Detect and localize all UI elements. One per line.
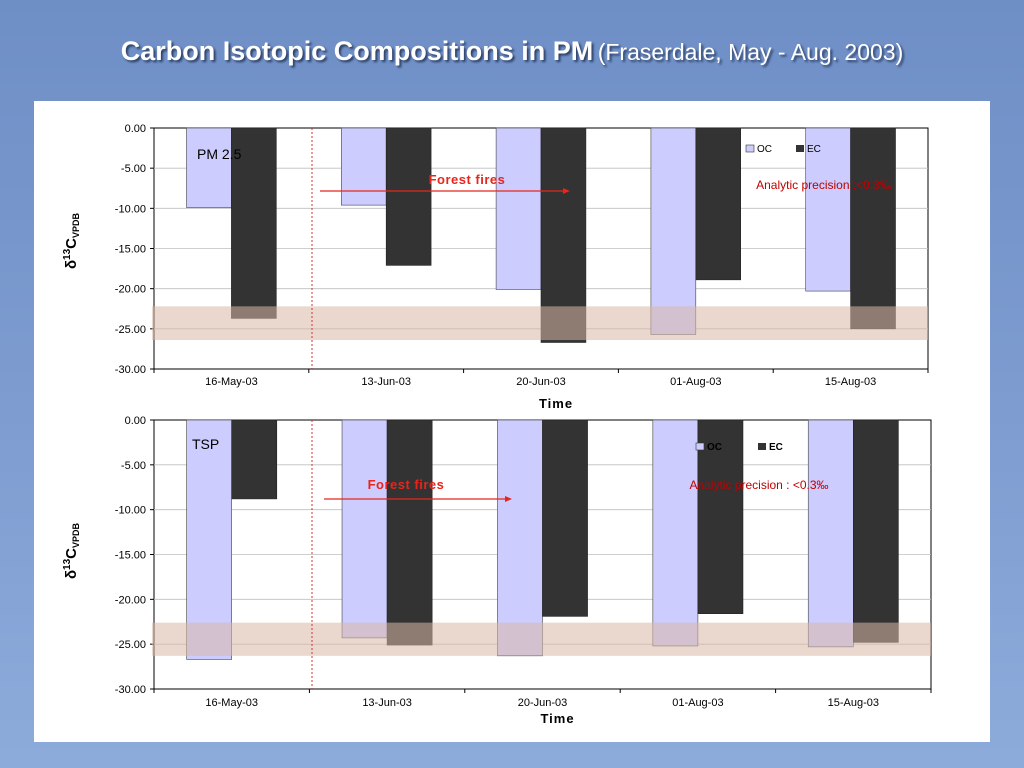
bar-oc (805, 127, 851, 292)
panel-label: TSP (192, 436, 219, 452)
bar-ec (385, 127, 432, 266)
bar-ec (850, 127, 896, 330)
y-axis-title-delta: δ (63, 570, 80, 579)
bar-ec (542, 419, 588, 617)
y-axis-title-main: C (63, 238, 80, 249)
bar-ec (852, 419, 899, 643)
legend-label-ec: EC (769, 442, 783, 453)
y-tick-label: -25.00 (115, 324, 146, 336)
y-tick-label: -5.00 (121, 460, 146, 472)
y-axis-title: δ13CVPDB (62, 522, 81, 579)
y-tick-label: -10.00 (115, 203, 146, 215)
y-tick-label: -30.00 (115, 364, 146, 376)
y-tick-label: 0.00 (125, 123, 146, 135)
y-axis-title-sup: 13 (62, 248, 73, 260)
legend-swatch-oc (695, 442, 705, 451)
charts-canvas: 0.00 -5.00 -10.00 -15.00 -20.00 -25.00 -30.00 1… (62, 123, 932, 726)
bar-ec (695, 127, 741, 281)
x-tick-label: 01-Aug-03 (670, 376, 721, 388)
precision-band (152, 306, 928, 341)
chart-pm25: 0.00 -5.00 -10.00 -15.00 -20.00 -25.00 -30.00 1… (62, 123, 929, 411)
precision-note: Analytic precision : <0.3‰ (689, 478, 828, 492)
y-tick-label: -20.00 (115, 284, 146, 296)
legend-label-oc: OC (757, 144, 772, 155)
legend-swatch-ec (758, 443, 766, 450)
y-axis-title-sub: VPDB (71, 212, 81, 238)
slide-title: Carbon Isotopic Compositions in PM (Fras… (0, 36, 1024, 67)
legend-label-oc: OC (707, 442, 722, 453)
legend-swatch-ec (796, 145, 804, 152)
precision-note: Analytic precision :<0.3‰ (756, 178, 892, 192)
bar-ec (231, 127, 277, 319)
legend-swatch-oc (745, 144, 755, 153)
forest-fires-label: Forest fires (368, 477, 445, 492)
y-tick-label: -15.00 (115, 244, 146, 256)
x-axis-title: Time (540, 711, 574, 726)
bar-oc (186, 419, 233, 660)
y-axis-title-main: C (63, 548, 80, 559)
bar-oc (650, 127, 697, 335)
bar-oc (495, 127, 542, 290)
bar-oc (652, 419, 699, 647)
bar-oc (497, 419, 543, 657)
x-tick-label: 16-May-03 (205, 376, 258, 388)
x-tick-label: 20-Jun-03 (518, 697, 568, 709)
precision-band (152, 622, 931, 656)
bar-oc (341, 419, 388, 639)
forest-fires-arrowhead (563, 188, 570, 194)
y-axis-title-sub: VPDB (71, 522, 81, 548)
forest-fires-arrowhead (505, 496, 512, 502)
y-tick-label: 0.00 (125, 415, 146, 427)
chart-panel: 0.00 -5.00 -10.00 -15.00 -20.00 -25.00 -30.00 1… (34, 101, 990, 742)
y-tick-label: -5.00 (121, 163, 146, 175)
bar-oc (186, 127, 232, 208)
bar-ec (386, 419, 433, 646)
x-tick-label: 20-Jun-03 (516, 376, 566, 388)
legend-label-ec: EC (807, 144, 821, 155)
forest-fires-label: Forest fires (429, 172, 506, 187)
y-tick-label: -10.00 (115, 505, 146, 517)
x-tick-label: 13-Jun-03 (361, 376, 411, 388)
bar-oc (341, 127, 387, 206)
y-tick-label: -20.00 (115, 594, 146, 606)
slide-title-main: Carbon Isotopic Compositions in PM (120, 36, 594, 66)
y-tick-label: -25.00 (115, 639, 146, 651)
x-tick-label: 15-Aug-03 (828, 697, 879, 709)
x-tick-label: 16-May-03 (205, 697, 258, 709)
x-axis-title: Time (539, 396, 573, 411)
x-tick-label: 01-Aug-03 (672, 697, 723, 709)
bar-ec (697, 419, 744, 614)
x-tick-label: 15-Aug-03 (825, 376, 876, 388)
x-tick-label: 13-Jun-03 (362, 697, 412, 709)
bar-ec (231, 419, 278, 500)
y-axis-title: δ13CVPDB (62, 212, 81, 269)
chart-tsp: 0.00 -5.00 -10.00 -15.00 -20.00 -25.00 -30.00 1… (62, 415, 932, 726)
panel-label: PM 2.5 (197, 146, 242, 162)
y-tick-label: -30.00 (115, 684, 146, 696)
bar-oc (807, 419, 854, 648)
slide-title-sub: (Fraserdale, May - Aug. 2003) (597, 39, 904, 65)
y-tick-label: -15.00 (115, 550, 146, 562)
y-axis-title-delta: δ (63, 260, 80, 269)
y-axis-title-sup: 13 (62, 558, 73, 570)
